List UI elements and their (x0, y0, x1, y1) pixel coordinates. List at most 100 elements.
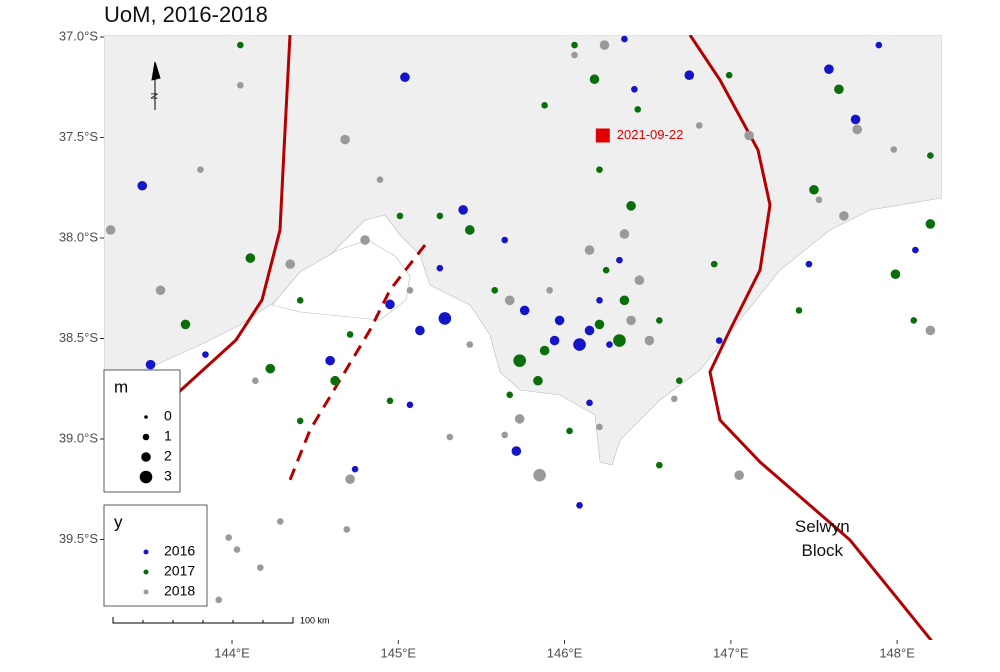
bay (271, 239, 411, 321)
quake-point (233, 546, 241, 553)
quake-point (406, 401, 414, 409)
quake-point (576, 502, 583, 509)
quake-point (852, 124, 863, 135)
quake-point (197, 166, 204, 173)
y-tick-label: 39.5°S (59, 531, 99, 546)
quake-point (396, 212, 404, 220)
quake-point (634, 275, 645, 286)
quake-point (265, 363, 276, 374)
y-tick-label: 38.0°S (59, 229, 99, 244)
size-legend-key (144, 415, 148, 419)
quake-point (571, 51, 578, 59)
quake-point (513, 354, 526, 367)
y-tick-label: 39.0°S (59, 430, 99, 445)
event-marker (595, 128, 610, 143)
quake-point (839, 211, 849, 221)
quake-point (684, 70, 695, 80)
quake-point (464, 225, 475, 235)
quake-point (815, 196, 823, 204)
chart-title: UoM, 2016-2018 (104, 2, 268, 27)
quake-point (458, 205, 468, 215)
north-label: N (149, 93, 159, 100)
quake-point (715, 337, 723, 344)
quake-point (519, 305, 530, 316)
quake-point (634, 106, 642, 113)
quake-point (376, 176, 384, 184)
north-arrow-shape (151, 61, 161, 110)
region-label: Selwyn (795, 517, 850, 536)
size-legend-label: 2 (164, 448, 172, 464)
quake-point (795, 307, 803, 314)
quake-point (330, 375, 340, 386)
scale-bar: 100 km (112, 615, 330, 625)
x-tick-label: 145°E (381, 645, 417, 660)
quake-point (594, 319, 605, 330)
quake-point (325, 355, 335, 366)
y-tick-label: 37.5°S (59, 129, 99, 144)
x-tick-label: 146°E (547, 645, 583, 660)
quake-point (710, 260, 718, 268)
quake-point (927, 152, 934, 159)
scale-bar-label: 100 km (300, 615, 330, 625)
quake-point (202, 351, 209, 358)
quake-point (501, 236, 509, 244)
size-legend-key (139, 470, 153, 484)
quake-point (596, 297, 603, 304)
quake-point (695, 122, 703, 129)
quake-point (145, 359, 156, 370)
quake-point (744, 130, 754, 141)
legend-key (143, 549, 149, 555)
size-legend-key (142, 433, 150, 441)
y-tick-label: 38.5°S (59, 330, 99, 345)
quake-point (912, 246, 919, 254)
quake-point (616, 256, 623, 264)
quake-point (621, 35, 628, 43)
quake-point (539, 345, 550, 356)
fault-line (688, 35, 933, 640)
size-legend-label: 3 (164, 468, 172, 484)
quake-point (276, 518, 284, 525)
color-legend-title: y (114, 512, 123, 531)
quake-point (554, 315, 565, 326)
quake-point (584, 245, 595, 255)
y-tick-label: 37.0°S (59, 28, 99, 43)
quake-point (656, 461, 663, 469)
quake-point (805, 260, 813, 268)
quake-point (237, 41, 244, 49)
quake-point (514, 414, 525, 424)
x-tick-label: 147°E (713, 645, 749, 660)
quake-point (504, 295, 515, 306)
legend-label: 2017 (164, 563, 195, 579)
quake-point (546, 286, 553, 294)
quake-point (237, 81, 244, 89)
quake-point (252, 377, 259, 385)
quake-point (245, 253, 256, 263)
quake-point (850, 114, 861, 125)
quake-point (606, 341, 613, 348)
quake-point (809, 184, 819, 195)
quake-point (406, 286, 414, 294)
quake-point (596, 423, 603, 431)
quake-point (875, 41, 883, 49)
quake-point (415, 325, 425, 336)
quake-point (225, 534, 233, 541)
quake-point (644, 335, 655, 346)
x-tick-label: 148°E (879, 645, 915, 660)
quake-point (571, 41, 578, 49)
size-legend-title: m (114, 377, 128, 396)
quake-point (345, 474, 355, 485)
quake-point (599, 40, 610, 50)
quake-point (343, 526, 351, 533)
scale-bar-line (112, 617, 294, 624)
quake-point (589, 74, 600, 85)
quake-point (675, 377, 683, 385)
size-legend-label: 1 (164, 428, 172, 444)
size-legend-key (141, 452, 151, 462)
quake-point (491, 286, 499, 294)
quake-point (626, 315, 636, 326)
x-tick-label: 144°E (214, 645, 250, 660)
quake-point (925, 219, 936, 229)
quake-point (619, 229, 630, 239)
quake-point (890, 269, 901, 279)
